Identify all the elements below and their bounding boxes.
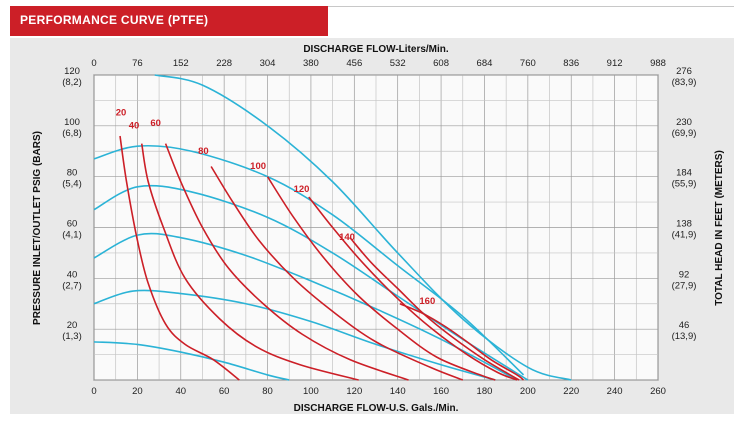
x-bottom-tick-label: 260 <box>650 386 666 397</box>
pressure-curve <box>93 144 525 376</box>
air-curve-label: 40 <box>129 120 140 131</box>
header-bar: PERFORMANCE CURVE (PTFE) <box>0 0 744 38</box>
y-left-tick-psi: 80 <box>67 168 78 179</box>
y-right-tick-meters: (41,9) <box>672 230 697 241</box>
y-left-tick-bar: (2,7) <box>62 280 82 291</box>
x-bottom-tick-label: 0 <box>91 386 96 397</box>
y-right-tick-meters: (27,9) <box>672 280 697 291</box>
y-left-tick-bar: (1,3) <box>62 331 82 342</box>
y-right-tick-feet: 276 <box>676 66 692 77</box>
x-top-tick-label: 0 <box>91 58 96 69</box>
air-consumption-curve <box>164 143 409 381</box>
y-left-tick-bar: (5,4) <box>62 179 82 190</box>
air-consumption-curve <box>266 176 496 381</box>
y-left-tick-psi: 40 <box>67 269 78 280</box>
x-bottom-tick-label: 40 <box>175 386 186 397</box>
air-curve-label: 20 <box>116 108 127 119</box>
x-top-tick-label: 152 <box>173 58 189 69</box>
x-top-tick-label: 988 <box>650 58 666 69</box>
x-top-tick-label: 532 <box>390 58 406 69</box>
y-right-tick-feet: 230 <box>676 117 692 128</box>
y-right-tick-meters: (83,9) <box>672 77 697 88</box>
x-bottom-tick-label: 240 <box>607 386 623 397</box>
x-bottom-tick-label: 120 <box>346 386 362 397</box>
y-right-tick-meters: (69,9) <box>672 128 697 139</box>
y-left-tick-bar: (4,1) <box>62 230 82 241</box>
x-top-tick-label: 380 <box>303 58 319 69</box>
air-curve-label: 80 <box>198 146 209 157</box>
air-curve-label: 60 <box>150 118 161 129</box>
air-curve-label: 160 <box>419 296 435 307</box>
y-right-tick-feet: 138 <box>676 219 692 230</box>
x-bottom-tick-label: 200 <box>520 386 536 397</box>
y-right-tick-feet: 46 <box>679 320 690 331</box>
y-left-tick-bar: (6,8) <box>62 128 82 139</box>
chart-title: PERFORMANCE CURVE (PTFE) <box>20 13 209 27</box>
x-top-tick-label: 76 <box>132 58 143 69</box>
pressure-curve <box>93 341 290 381</box>
y-left-tick-psi: 100 <box>64 117 80 128</box>
y-left-tick-bar: (8,2) <box>62 77 82 88</box>
x-top-tick-label: 304 <box>260 58 276 69</box>
x-top-tick-label: 760 <box>520 58 536 69</box>
y-left-axis-title: PRESSURE INLET/OUTLET PSIG (BARS) <box>32 131 43 325</box>
air-curve-label: 140 <box>339 232 355 243</box>
x-top-tick-label: 456 <box>346 58 362 69</box>
air-curve-label: 120 <box>294 184 310 195</box>
x-top-tick-label: 228 <box>216 58 232 69</box>
x-bottom-tick-label: 20 <box>132 386 143 397</box>
x-bottom-tick-label: 220 <box>563 386 579 397</box>
x-top-tick-label: 836 <box>563 58 579 69</box>
y-right-tick-feet: 92 <box>679 269 690 280</box>
x-bottom-tick-label: 100 <box>303 386 319 397</box>
x-bottom-tick-label: 140 <box>390 386 406 397</box>
pressure-curve <box>93 232 518 381</box>
y-left-tick-psi: 20 <box>67 320 78 331</box>
x-bottom-tick-label: 180 <box>477 386 493 397</box>
y-left-tick-psi: 60 <box>67 219 78 230</box>
x-top-tick-label: 684 <box>477 58 493 69</box>
x-bottom-tick-label: 80 <box>262 386 273 397</box>
x-top-axis-title: DISCHARGE FLOW-Liters/Min. <box>303 44 449 55</box>
grid <box>93 74 659 381</box>
y-right-axis-title: TOTAL HEAD IN FEET (METERS) <box>714 150 725 306</box>
y-right-tick-meters: (55,9) <box>672 179 697 190</box>
header-rule <box>328 6 734 7</box>
header-tab <box>10 6 328 36</box>
air-consumption-curve <box>308 196 518 381</box>
pressure-curve <box>154 74 572 381</box>
pressure-curve <box>93 289 496 381</box>
air-consumption-curve <box>210 166 464 381</box>
y-left-tick-psi: 120 <box>64 66 80 77</box>
x-top-tick-label: 912 <box>607 58 623 69</box>
air-consumption-curve <box>119 135 240 381</box>
x-bottom-tick-label: 160 <box>433 386 449 397</box>
x-bottom-tick-label: 60 <box>219 386 230 397</box>
y-right-tick-meters: (13,9) <box>672 331 697 342</box>
x-top-tick-label: 608 <box>433 58 449 69</box>
x-bottom-axis-title: DISCHARGE FLOW-U.S. Gals./Min. <box>294 403 459 414</box>
y-right-tick-feet: 184 <box>676 168 692 179</box>
air-consumption-curve <box>140 143 359 381</box>
air-consumption-curve <box>399 303 525 381</box>
air-curve-label: 100 <box>250 161 266 172</box>
